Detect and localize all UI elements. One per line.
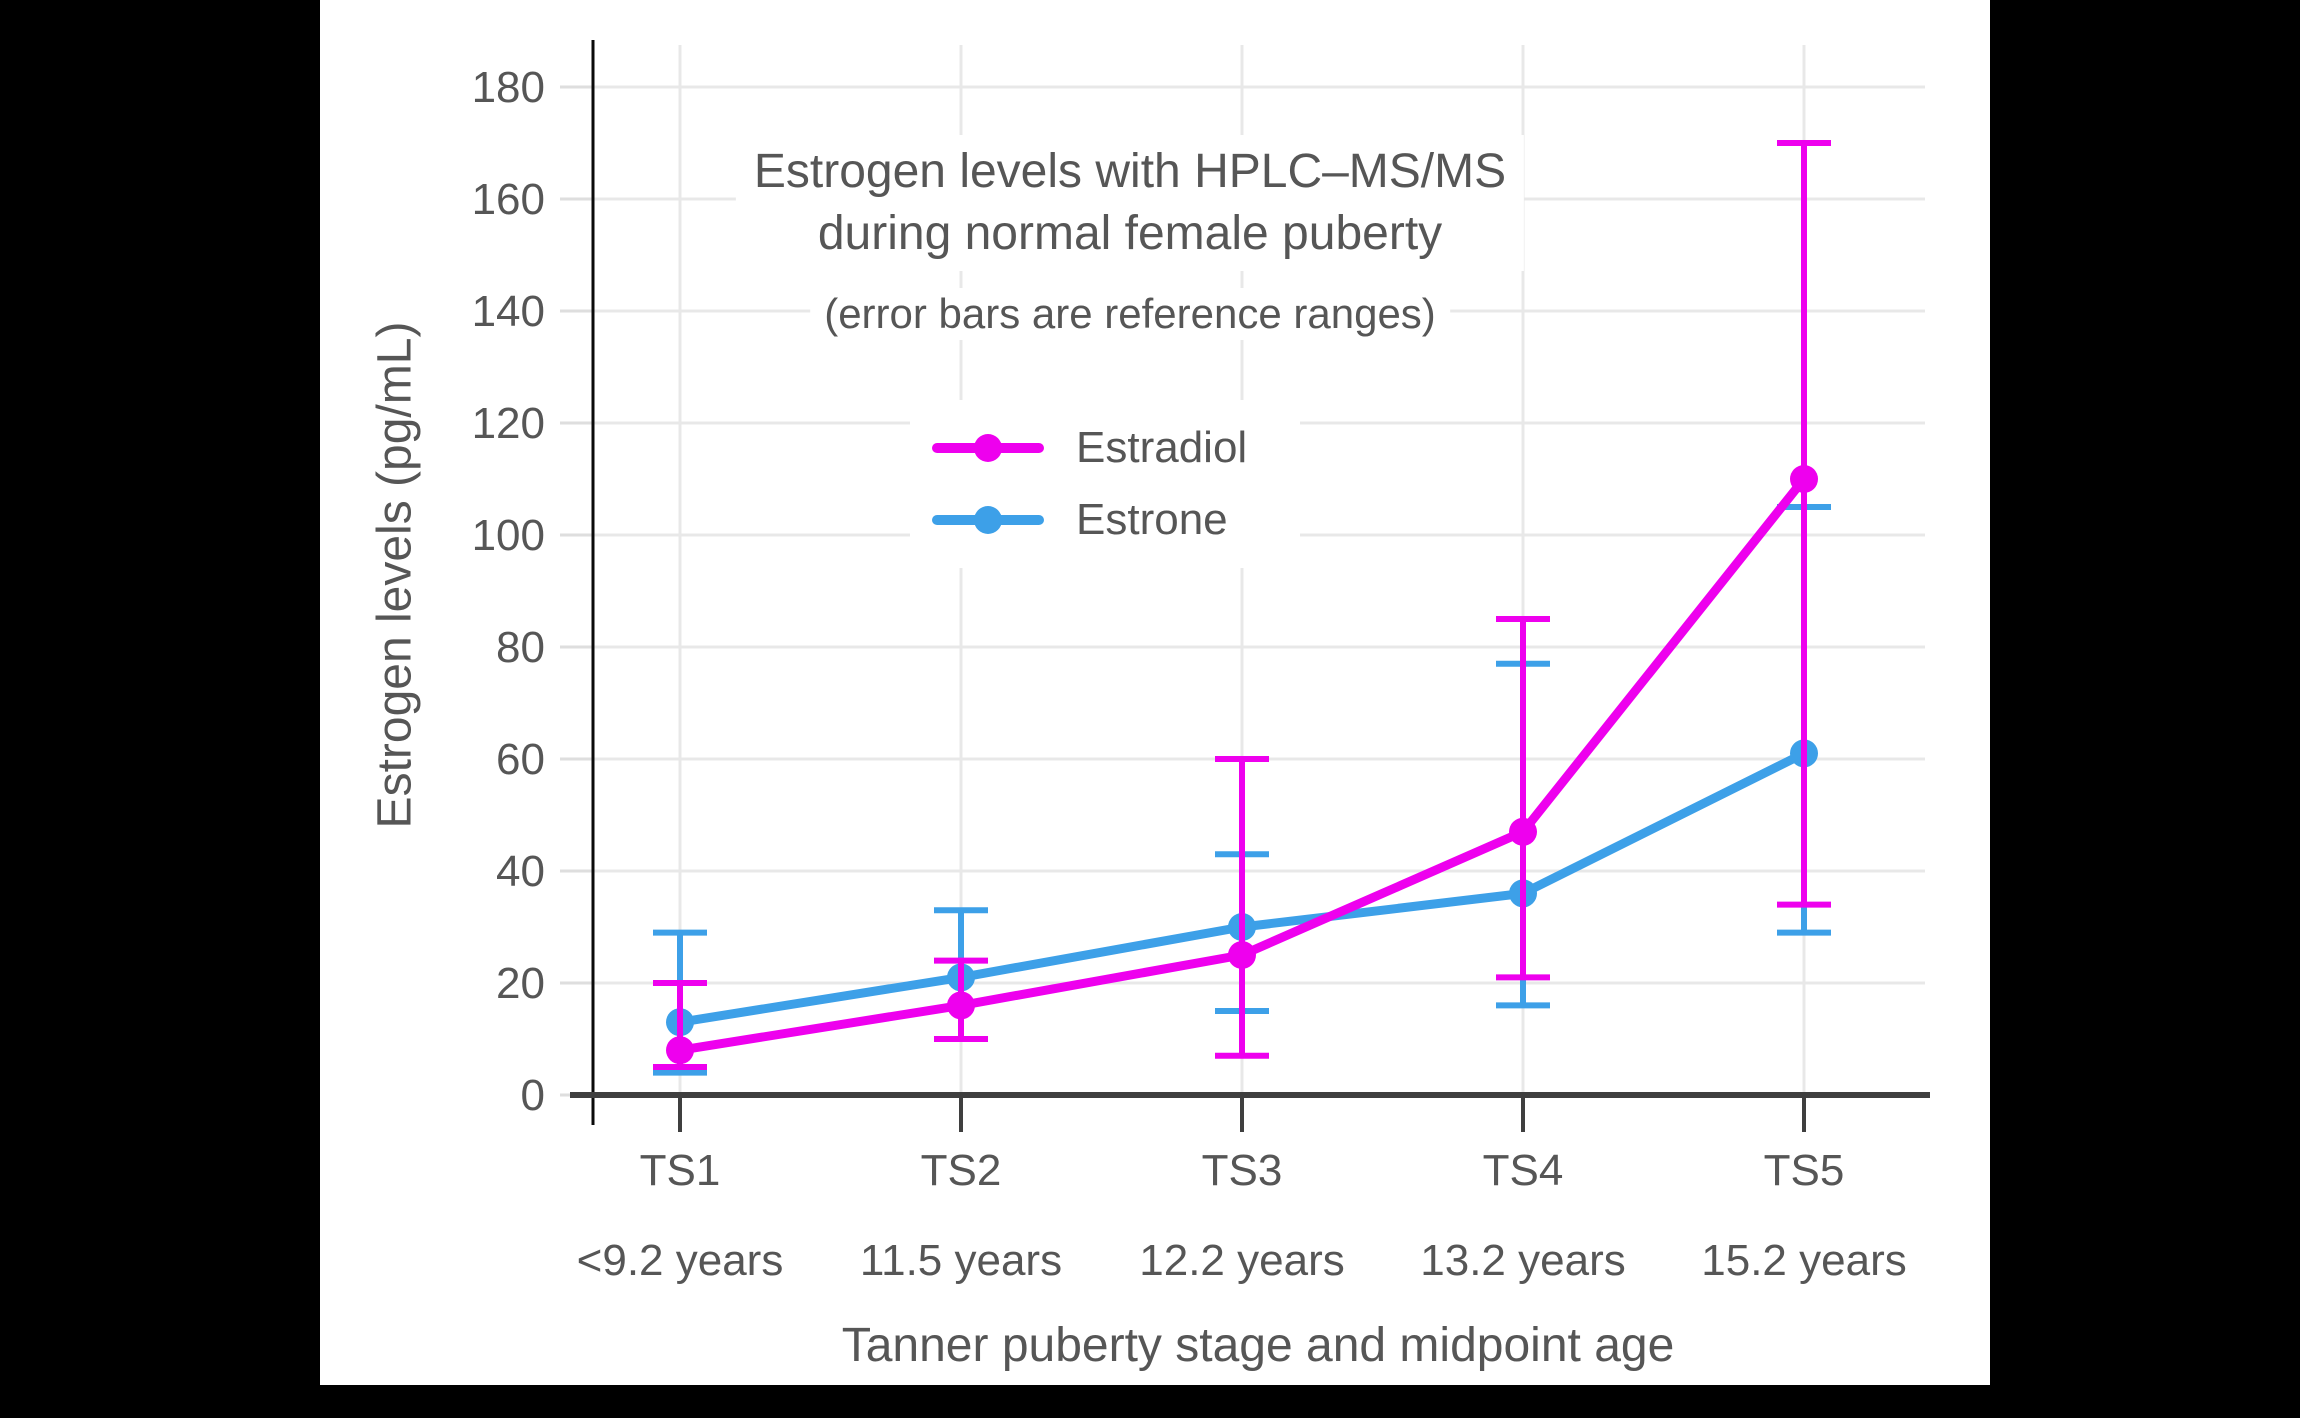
- legend-item-estrone: Estrone: [910, 495, 1300, 545]
- x-tick-sublabel: 12.2 years: [1139, 1236, 1344, 1285]
- legend-swatch-estradiol: [932, 434, 1044, 462]
- x-tick-label: TS5: [1764, 1146, 1845, 1195]
- y-tick-label: 0: [521, 1071, 545, 1120]
- y-tick-label: 120: [472, 399, 545, 448]
- chart-subtitle: (error bars are reference ranges): [810, 288, 1450, 340]
- y-axis-title: Estrogen levels (pg/mL): [368, 321, 422, 829]
- legend-dot-icon: [974, 434, 1002, 462]
- legend-label: Estrone: [1076, 495, 1228, 544]
- x-tick-label: TS3: [1202, 1146, 1283, 1195]
- data-point-estradiol: [1790, 465, 1818, 493]
- y-tick-label: 20: [496, 959, 545, 1008]
- chart-title: Estrogen levels with HPLC–MS/MS during n…: [735, 135, 1525, 271]
- chart-panel: 0 20 40 60 80 100 120 140 160 180 TS1 <9.2 years TS2…: [320, 0, 1990, 1385]
- estrogen-line-chart: 0 20 40 60 80 100 120 140 160 180 TS1 <9.2 years TS2…: [472, 40, 1930, 1285]
- legend-swatch-estrone: [932, 506, 1044, 534]
- y-tick-label: 140: [472, 287, 545, 336]
- data-point-estradiol: [1228, 941, 1256, 969]
- x-tick-sublabel: 11.5 years: [860, 1236, 1062, 1285]
- x-tick-label: TS2: [921, 1146, 1002, 1195]
- legend: Estradiol Estrone: [910, 400, 1300, 568]
- legend-dot-icon: [974, 506, 1002, 534]
- y-tick-label: 80: [496, 623, 545, 672]
- chart-title-line2: during normal female puberty: [817, 207, 1443, 260]
- x-axis-title: Tanner puberty stage and midpoint age: [841, 1319, 1675, 1372]
- y-tick-label: 60: [496, 735, 545, 784]
- chart-title-line1: Estrogen levels with HPLC–MS/MS: [753, 145, 1507, 198]
- y-tick-label: 160: [472, 175, 545, 224]
- y-tick-label: 40: [496, 847, 545, 896]
- x-tick-label: TS4: [1483, 1146, 1564, 1195]
- x-tick-sublabel: 15.2 years: [1701, 1236, 1906, 1285]
- x-tick-sublabel: <9.2 years: [577, 1236, 784, 1285]
- x-tick-sublabel: 13.2 years: [1420, 1236, 1625, 1285]
- y-tick-label: 180: [472, 63, 545, 112]
- data-point-estradiol: [666, 1036, 694, 1065]
- data-point-estradiol: [1509, 817, 1537, 846]
- legend-item-estradiol: Estradiol: [910, 423, 1300, 473]
- y-tick-label: 100: [472, 511, 545, 560]
- data-point-estradiol: [947, 991, 975, 1020]
- legend-label: Estradiol: [1076, 423, 1248, 472]
- x-tick-label: TS1: [640, 1146, 721, 1195]
